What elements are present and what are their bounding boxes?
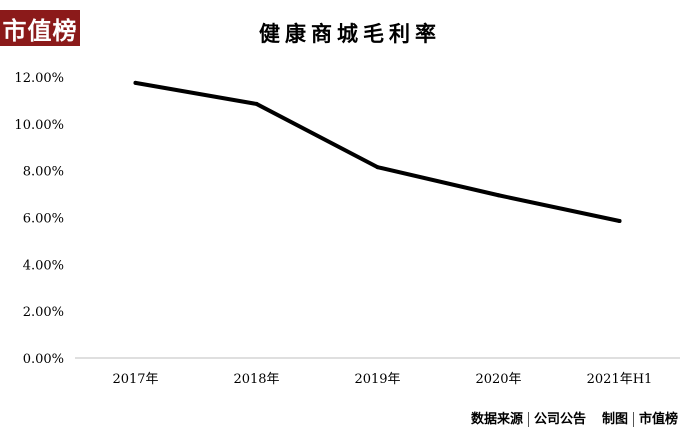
- maker-label: 制图: [601, 412, 628, 427]
- chart-title: 健康商城毛利率: [259, 21, 441, 46]
- series-line: [133, 80, 622, 224]
- x-tick-label: 2018年: [233, 372, 279, 387]
- source-value: 公司公告: [533, 412, 586, 427]
- maker-value: 市值榜: [638, 412, 678, 427]
- y-tick-label: 2.00%: [23, 305, 64, 320]
- x-tick-label: 2021年H1: [587, 372, 653, 387]
- y-tick-label: 10.00%: [14, 118, 64, 133]
- source-footer: 数据来源 公司公告 制图 市值榜: [471, 408, 678, 427]
- x-tick-label: 2019年: [354, 372, 400, 387]
- y-tick-label: 6.00%: [23, 212, 64, 227]
- data-point: [496, 193, 501, 198]
- separator-bar: [632, 412, 634, 427]
- brand-logo: 市值榜: [0, 10, 80, 46]
- x-tick-label: 2020年: [475, 372, 521, 387]
- y-tick-label: 0.00%: [23, 352, 64, 367]
- y-tick-label: 8.00%: [23, 165, 64, 180]
- data-point: [254, 101, 259, 106]
- y-tick-label: 12.00%: [14, 71, 64, 86]
- data-point: [375, 165, 380, 170]
- x-tick-label: 2017年: [112, 372, 158, 387]
- y-tick-label: 4.00%: [23, 258, 64, 273]
- data-point: [133, 80, 138, 85]
- data-point: [617, 219, 622, 224]
- separator-bar: [527, 412, 529, 427]
- source-label: 数据来源: [470, 412, 523, 427]
